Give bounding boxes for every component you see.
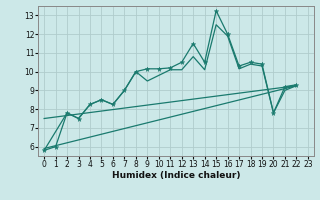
X-axis label: Humidex (Indice chaleur): Humidex (Indice chaleur) [112,171,240,180]
